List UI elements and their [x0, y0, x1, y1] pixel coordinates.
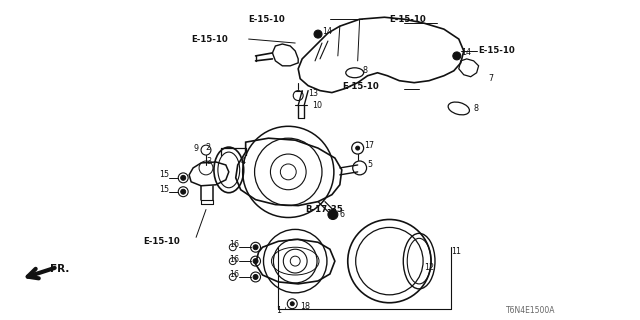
Circle shape [291, 302, 294, 306]
Text: 9: 9 [194, 144, 199, 153]
Text: 17: 17 [365, 140, 375, 150]
Text: 8: 8 [363, 66, 367, 75]
Text: 6: 6 [340, 210, 345, 219]
Circle shape [253, 259, 258, 264]
Text: 13: 13 [308, 89, 318, 98]
Text: E-15-10: E-15-10 [191, 35, 228, 44]
Circle shape [453, 52, 461, 60]
Text: 7: 7 [488, 74, 493, 83]
Circle shape [253, 275, 258, 279]
Text: 11: 11 [451, 247, 461, 256]
Text: T6N4E1500A: T6N4E1500A [506, 306, 556, 315]
Text: 18: 18 [300, 302, 310, 311]
Circle shape [180, 175, 186, 180]
Text: 14: 14 [461, 48, 471, 57]
Text: E-15-10: E-15-10 [342, 82, 378, 91]
Circle shape [180, 189, 186, 194]
Text: 15: 15 [159, 185, 170, 194]
Circle shape [328, 210, 338, 220]
Text: E-15-10: E-15-10 [389, 15, 426, 24]
Text: 12: 12 [424, 263, 434, 272]
Text: 3: 3 [206, 157, 211, 166]
Text: 14: 14 [322, 27, 332, 36]
Text: 10: 10 [312, 101, 322, 110]
Text: 16: 16 [228, 270, 239, 279]
Text: 4: 4 [241, 157, 246, 166]
Text: 2: 2 [206, 143, 211, 152]
Text: 1: 1 [276, 306, 281, 315]
Circle shape [314, 30, 322, 38]
Text: 16: 16 [228, 255, 239, 264]
Text: 5: 5 [367, 160, 372, 170]
Circle shape [253, 245, 258, 250]
Text: E-15-10: E-15-10 [248, 15, 285, 24]
Text: 15: 15 [159, 170, 170, 180]
Text: 8: 8 [474, 104, 479, 113]
Circle shape [356, 146, 360, 150]
Text: E-15-10: E-15-10 [143, 237, 180, 246]
Text: FR.: FR. [51, 264, 70, 274]
Text: 16: 16 [228, 240, 239, 249]
Text: E-15-10: E-15-10 [479, 46, 515, 55]
Text: B-17-35: B-17-35 [305, 205, 343, 214]
